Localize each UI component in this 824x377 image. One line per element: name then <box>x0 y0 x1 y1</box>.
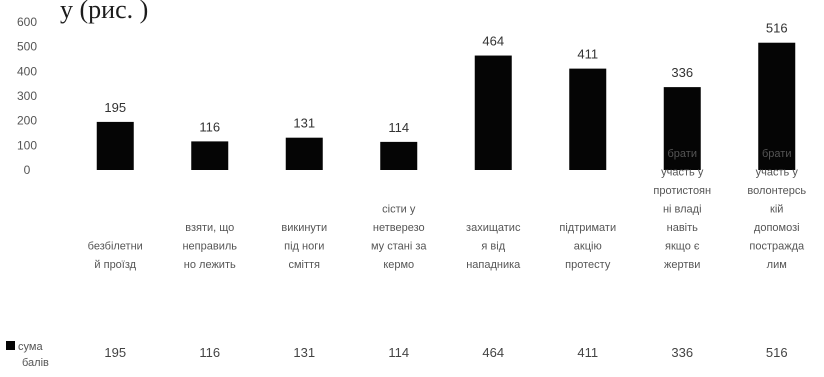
data-table-value: 131 <box>293 345 315 360</box>
y-tick-label: 200 <box>17 114 37 128</box>
bar-value-label: 336 <box>671 65 693 80</box>
category-label-line: викинути <box>281 222 327 234</box>
data-table: сума балів 195 116 131 114 464 411 336 516 <box>6 341 788 369</box>
y-tick-label: 500 <box>17 40 37 54</box>
data-table-value: 114 <box>388 345 409 360</box>
category-label-line: участь у <box>661 167 704 179</box>
category-label: брати участь у волонтерсь кій допомозі постра… <box>747 148 806 271</box>
category-label-line: нетверезо <box>373 222 425 234</box>
category-label-line: я від <box>481 241 505 253</box>
category-label-line: нападника <box>466 259 521 271</box>
category-label-line: ні владі <box>663 204 702 216</box>
category-label-line: під ноги <box>284 241 324 253</box>
data-table-value: 411 <box>577 345 598 360</box>
bar-value-label: 516 <box>766 21 788 36</box>
category-label-line: лим <box>767 259 787 271</box>
category-label-line: взяти, що <box>185 222 234 234</box>
category-label: викинути під ноги сміття <box>281 222 327 271</box>
category-label-line: й проїзд <box>94 259 136 271</box>
bar-value-label: 464 <box>482 34 504 49</box>
caption-fragment: у (рис. ) <box>60 0 148 24</box>
legend-label: балів <box>22 357 49 369</box>
bar-value-label: 411 <box>577 47 598 62</box>
category-label-line: безбілетни <box>88 241 143 253</box>
y-axis: 600 500 400 300 200 100 0 <box>17 15 37 177</box>
category-label: брати участь у протистоян ні владі навіть якщ… <box>653 148 711 271</box>
category-label: безбілетни й проїзд <box>88 241 143 272</box>
category-label-line: підтримати <box>559 222 616 234</box>
category-label: захищатис я від нападника <box>466 222 521 271</box>
category-label: підтримати акцію протесту <box>559 222 616 271</box>
category-label-line: навіть <box>667 222 699 234</box>
category-labels-group: безбілетни й проїзд взяти, що неправиль но л… <box>88 148 807 271</box>
bar-value-label: 195 <box>104 100 126 115</box>
category-label-line: акцію <box>574 241 602 253</box>
category-label-line: постражда <box>749 241 805 253</box>
y-tick-label: 300 <box>17 89 37 103</box>
category-label-line: якщо є <box>665 241 700 253</box>
category-label-line: но лежить <box>184 259 236 271</box>
bar <box>758 42 796 170</box>
bar-value-label: 131 <box>293 116 315 131</box>
data-table-value: 516 <box>766 345 788 360</box>
category-label-line: жертви <box>664 259 700 271</box>
category-label-line: протесту <box>565 259 611 271</box>
category-label: сісти у нетверезо му стані за кермо <box>371 204 427 272</box>
bar <box>285 137 323 170</box>
category-label-line: протистоян <box>653 185 711 197</box>
legend-key <box>6 341 15 350</box>
category-label-line: участь у <box>756 167 799 179</box>
bar <box>380 141 418 170</box>
category-label-line: му стані за <box>371 241 427 253</box>
y-tick-label: 600 <box>17 15 37 29</box>
value-labels-group: 195 116 131 114 464 411 336 516 <box>104 21 787 135</box>
y-tick-label: 100 <box>17 138 37 152</box>
category-label: взяти, що неправиль но лежить <box>182 222 237 271</box>
legend-label: сума <box>18 341 43 353</box>
category-label-line: брати <box>668 148 697 160</box>
data-table-value: 116 <box>199 345 220 360</box>
bar <box>569 68 607 170</box>
category-label-line: допомозі <box>754 222 800 234</box>
bar-value-label: 114 <box>388 120 409 135</box>
category-label-line: кій <box>770 204 783 216</box>
category-label-line: захищатис <box>466 222 521 234</box>
data-table-value: 336 <box>671 345 693 360</box>
y-tick-label: 400 <box>17 64 37 78</box>
bars-group <box>96 42 796 171</box>
bar <box>663 87 701 170</box>
y-tick-label: 0 <box>24 163 31 177</box>
bar-value-label: 116 <box>199 119 220 134</box>
category-label-line: сісти у <box>382 204 416 216</box>
data-table-value: 464 <box>482 345 504 360</box>
bar <box>474 55 512 171</box>
bar <box>96 121 134 170</box>
category-label-line: волонтерсь <box>747 185 806 197</box>
data-table-value: 195 <box>104 345 126 360</box>
category-label-line: брати <box>762 148 791 160</box>
category-label-line: кермо <box>383 259 414 271</box>
category-label-line: сміття <box>288 259 320 271</box>
category-label-line: неправиль <box>182 241 237 253</box>
bar <box>191 141 229 170</box>
